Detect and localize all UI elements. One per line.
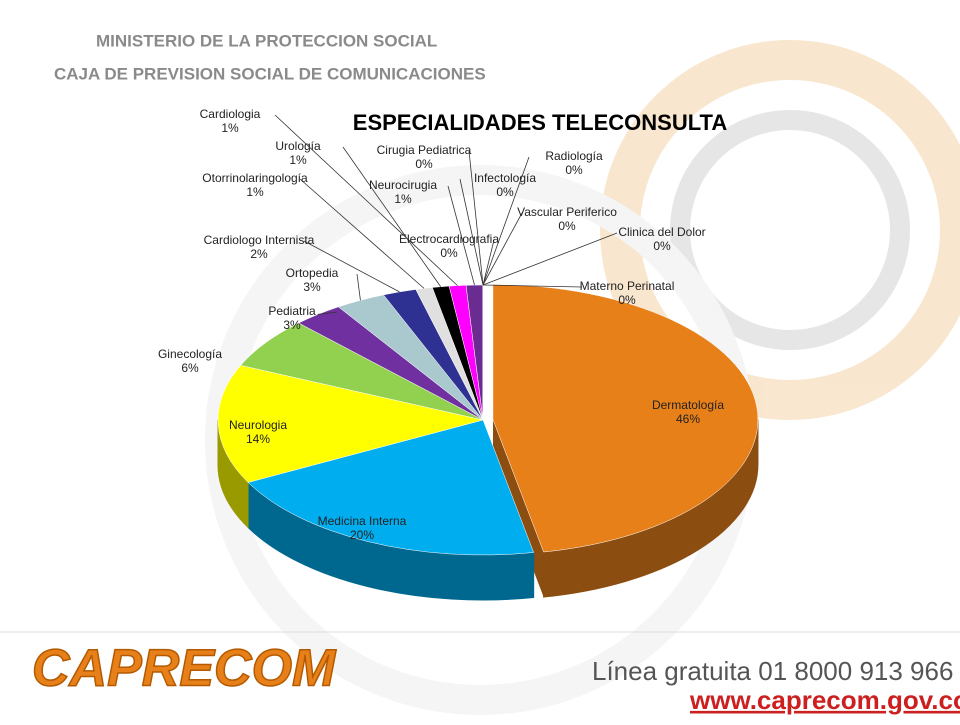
slice-label: Clinica del Dolor (618, 225, 705, 239)
leader-line (342, 146, 442, 287)
slice-value-label: 3% (303, 280, 321, 294)
slice-label: Materno Perinatal (580, 279, 675, 293)
leader-line (482, 284, 583, 288)
slice-value-label: 0% (415, 157, 433, 171)
slice-label: Neurocirugia (369, 178, 437, 192)
slice (217, 365, 484, 483)
slice-label: Pediatria (268, 304, 316, 318)
slice-value-label: 0% (496, 185, 514, 199)
leader-line (482, 212, 523, 286)
header-line2: CAJA DE PREVISION SOCIAL DE COMUNICACION… (54, 64, 486, 83)
leader-line (482, 156, 530, 286)
slice-label: Ginecología (158, 347, 222, 361)
leader-line (274, 114, 458, 286)
slice-label: Urología (275, 139, 321, 153)
slice-label: Cardiologo Internista (204, 233, 315, 247)
slice-value-label: 0% (565, 163, 583, 177)
slice-label: Electrocardiografia (399, 232, 499, 246)
header-line1: MINISTERIO DE LA PROTECCION SOCIAL (96, 31, 437, 50)
slice (247, 419, 535, 556)
slice-label: Vascular Periferico (517, 205, 617, 219)
slice-value-label: 1% (221, 121, 239, 135)
slice-value-label: 1% (289, 153, 307, 167)
leader-line (317, 311, 338, 315)
slice-value-label: 3% (283, 318, 301, 332)
slice-value-label: 0% (558, 219, 576, 233)
footer-logo: CAPRECOM (32, 640, 337, 698)
slice-value-label: 2% (250, 247, 268, 261)
slice-label: Neurologia (229, 418, 287, 432)
footer-phone: Línea gratuita 01 8000 913 966 (592, 656, 953, 686)
slice-value-label: 0% (618, 293, 636, 307)
leader-line (447, 185, 475, 286)
slice-label: Ortopedia (286, 266, 339, 280)
slice-value-label: 0% (440, 246, 458, 260)
slice-value-label: 0% (653, 239, 671, 253)
slice-value-label: 14% (246, 432, 270, 446)
slice-value-label: 20% (350, 528, 374, 542)
leader-line (356, 273, 361, 301)
slice-label: Otorrinolaringología (202, 171, 308, 185)
slice (492, 284, 759, 553)
slice-value-label: 1% (246, 185, 264, 199)
slice-value-label: 46% (676, 412, 700, 426)
slice-label: Radiología (545, 149, 603, 163)
leader-line (482, 239, 495, 286)
chart-title: ESPECIALIDADES TELECONSULTA (353, 110, 728, 135)
slice-label: Medicina Interna (318, 514, 407, 528)
slice-value-label: 6% (181, 361, 199, 375)
leader-line (299, 178, 425, 289)
leader-line (482, 232, 618, 286)
slice-label: Cirugia Pediatrica (377, 143, 472, 157)
leader-line (459, 178, 484, 286)
leader-line (303, 240, 400, 293)
footer-url[interactable]: www.caprecom.gov.co (689, 685, 960, 715)
slice-label: Infectología (474, 171, 536, 185)
slice-label: Cardiologia (200, 107, 261, 121)
slice-value-label: 1% (394, 192, 412, 206)
slice-label: Dermatología (652, 398, 724, 412)
leader-line (468, 150, 484, 286)
